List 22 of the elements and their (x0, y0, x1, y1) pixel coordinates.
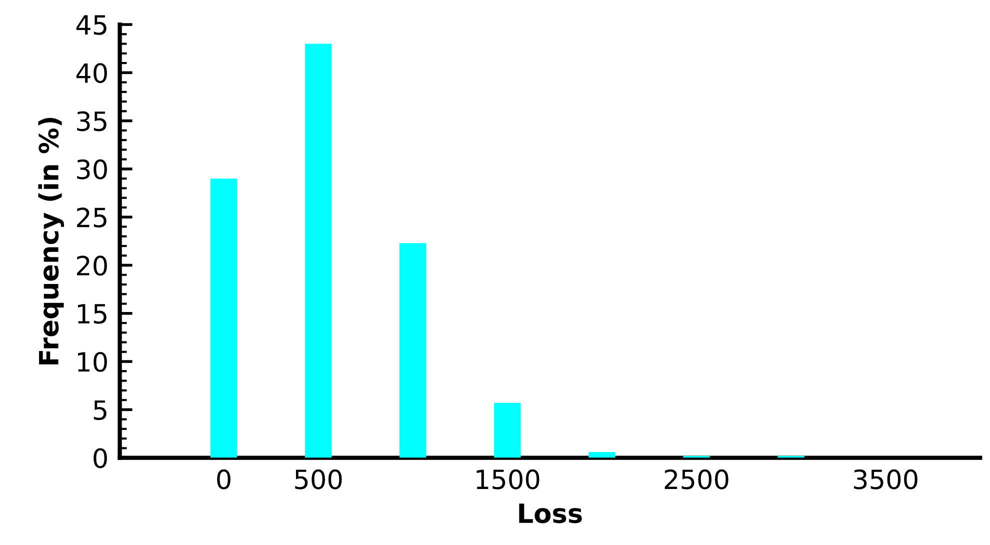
x-tick-label: 2500 (664, 469, 728, 490)
y-axis-title: Frequency (in %) (38, 118, 64, 364)
y-tick-label: 40 (76, 63, 107, 84)
x-axis-title: Loss (519, 504, 582, 524)
bar (588, 452, 616, 458)
y-tick-label: 0 (94, 448, 107, 468)
y-tick-label: 45 (76, 15, 106, 35)
bar (304, 44, 332, 458)
y-tick-label: 15 (78, 304, 106, 324)
bar (210, 178, 238, 458)
y-tick-label: 20 (77, 256, 107, 276)
y-tick-label: 25 (77, 208, 106, 228)
bar (494, 402, 521, 458)
x-tick-label: 500 (295, 469, 342, 490)
x-tick-label: 0 (217, 469, 230, 490)
y-tick-label: 10 (78, 352, 107, 372)
y-tick-label: 30 (77, 159, 107, 180)
bar (400, 243, 426, 458)
y-tick-label: 35 (77, 111, 106, 132)
y-tick-label: 5 (94, 400, 106, 420)
x-tick-label: 1500 (476, 469, 540, 490)
x-tick-label: 3500 (854, 469, 918, 490)
